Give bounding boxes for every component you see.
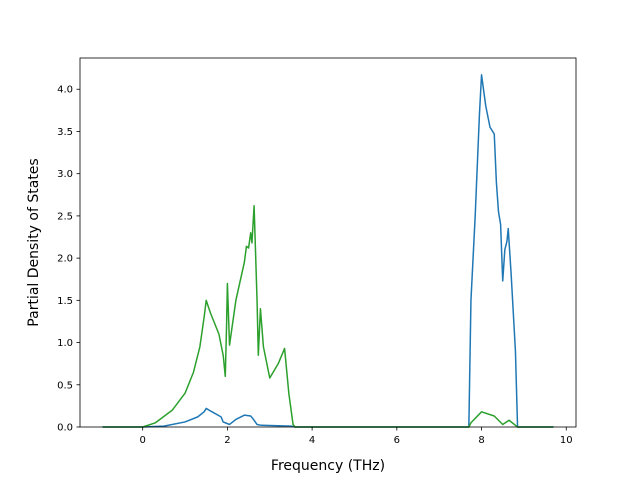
line-series <box>102 74 554 428</box>
line-series <box>102 205 554 428</box>
y-axis-label: Partial Density of States <box>26 158 42 326</box>
x-tick-label: 6 <box>394 435 400 446</box>
x-tick-label: 2 <box>224 435 230 446</box>
y-tick-label: 0.5 <box>57 380 73 391</box>
y-tick-label: 4.0 <box>57 85 73 96</box>
x-axis-label: Frequency (THz) <box>271 458 385 474</box>
y-tick-label: 2.0 <box>57 254 73 265</box>
y-tick-label: 2.5 <box>57 211 73 222</box>
axes-frame <box>79 57 577 428</box>
x-tick-label: 4 <box>309 435 315 446</box>
y-tick-label: 1.5 <box>57 296 73 307</box>
y-tick-label: 1.0 <box>57 338 73 349</box>
plot-area <box>102 74 554 428</box>
x-tick-label: 8 <box>478 435 484 446</box>
y-tick-label: 3.0 <box>57 169 73 180</box>
x-tick-label: 0 <box>140 435 146 446</box>
y-tick-label: 0.0 <box>57 423 73 434</box>
x-tick-label: 10 <box>560 435 573 446</box>
y-tick-label: 3.5 <box>57 127 73 138</box>
